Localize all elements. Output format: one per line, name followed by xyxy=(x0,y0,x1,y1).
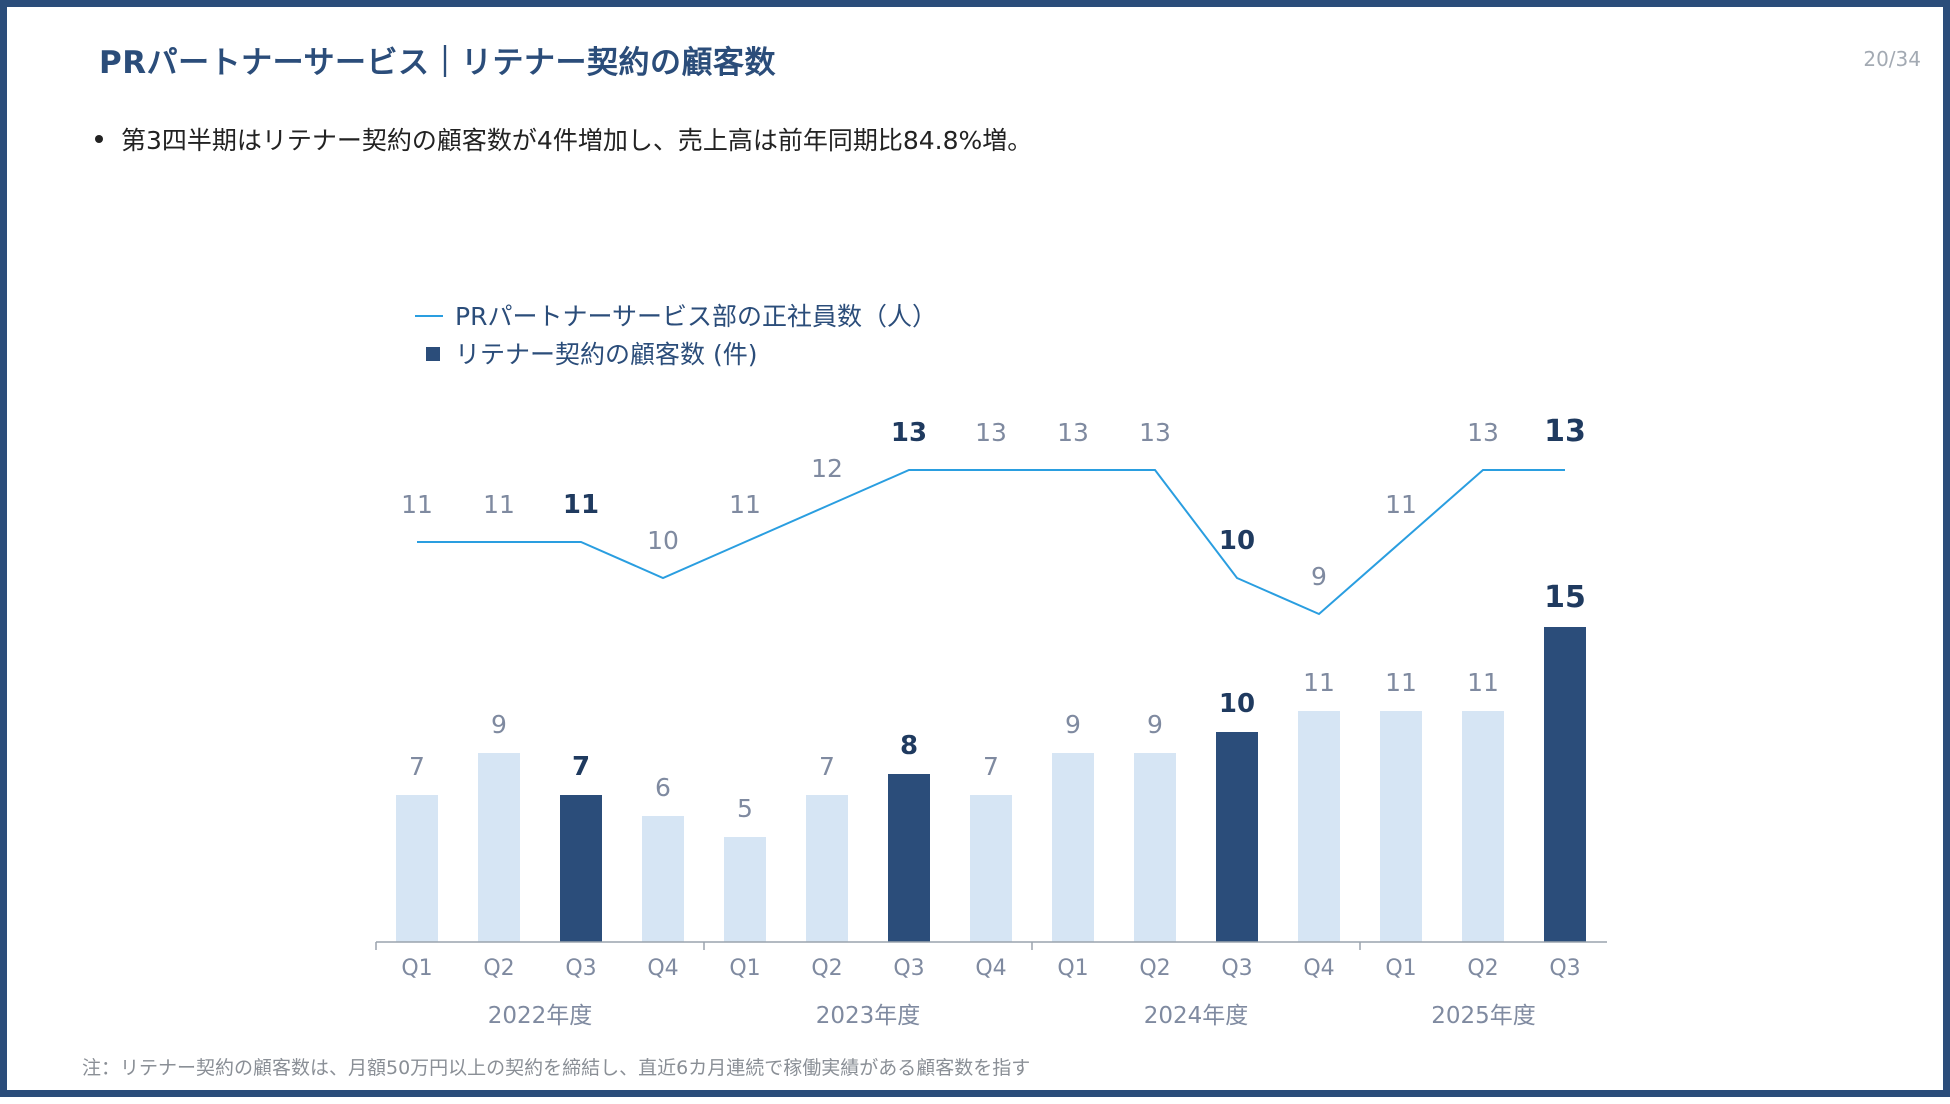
summary-bullet: 第3四半期はリテナー契約の顧客数が4件増加し、売上高は前年同期比84.8%増。 xyxy=(95,121,1032,157)
footnote: 注：リテナー契約の顧客数は、月額50万円以上の契約を締結し、直近6カ月連続で稼働… xyxy=(82,1057,1031,1079)
line-value-label: 10 xyxy=(1219,526,1255,556)
bar xyxy=(1052,753,1094,942)
fiscal-year-label: 2023年度 xyxy=(816,1003,921,1029)
bar-value-label: 9 xyxy=(491,710,507,739)
bar-value-label: 15 xyxy=(1544,580,1586,615)
bar xyxy=(1544,627,1586,942)
bar-value-label: 7 xyxy=(409,752,425,781)
x-tick-label: Q3 xyxy=(893,956,924,981)
bar-value-label: 6 xyxy=(655,773,671,802)
x-tick-label: Q4 xyxy=(975,956,1006,981)
line-value-label: 13 xyxy=(891,418,927,448)
fiscal-year-label: 2024年度 xyxy=(1144,1003,1249,1029)
bar xyxy=(1380,711,1422,942)
bar-value-label: 8 xyxy=(900,731,918,761)
slide-title: PRパートナーサービス｜リテナー契約の顧客数 xyxy=(99,45,776,81)
x-tick-label: Q3 xyxy=(1549,956,1580,981)
bar xyxy=(1462,711,1504,942)
line-value-label: 10 xyxy=(647,526,679,555)
bar xyxy=(1134,753,1176,942)
bar-value-label: 7 xyxy=(983,752,999,781)
x-tick-label: Q2 xyxy=(811,956,842,981)
combo-chart: PRパートナーサービス部の正社員数（人） リテナー契約の顧客数 (件) 7 9 7 6… xyxy=(375,302,1607,1029)
x-tick-label: Q3 xyxy=(565,956,596,981)
line-value-label: 11 xyxy=(729,490,761,519)
x-tick-label: Q3 xyxy=(1221,956,1252,981)
bar-value-label: 11 xyxy=(1467,668,1499,697)
bar-value-label: 11 xyxy=(1385,668,1417,697)
bar-value-label: 9 xyxy=(1065,710,1081,739)
line-value-label: 13 xyxy=(1544,414,1586,449)
x-tick-label: Q1 xyxy=(1057,956,1088,981)
x-tick-label: Q2 xyxy=(483,956,514,981)
x-tick-label: Q2 xyxy=(1139,956,1170,981)
x-axis: Q1 Q2 Q3 Q4 Q1 Q2 Q3 Q4 Q1 Q2 Q3 Q4 Q1 Q2 Q3 2022年度 2023… xyxy=(375,941,1607,1029)
x-tick-label: Q1 xyxy=(1385,956,1416,981)
bar-value-label: 7 xyxy=(819,752,835,781)
bar xyxy=(478,753,520,942)
bar xyxy=(724,837,766,942)
legend-line-label: PRパートナーサービス部の正社員数（人） xyxy=(455,302,937,331)
bar-value-label: 7 xyxy=(572,752,590,782)
bar-value-label: 5 xyxy=(737,794,753,823)
x-tick-label: Q4 xyxy=(647,956,678,981)
bar xyxy=(642,816,684,942)
line-value-label: 13 xyxy=(1467,418,1499,447)
fiscal-year-label: 2022年度 xyxy=(488,1003,593,1029)
bar-value-label: 9 xyxy=(1147,710,1163,739)
bar xyxy=(970,795,1012,942)
page-number: 20/34 xyxy=(1863,47,1921,71)
x-tick-label: Q1 xyxy=(401,956,432,981)
x-tick-label: Q2 xyxy=(1467,956,1498,981)
fiscal-year-label: 2025年度 xyxy=(1431,1003,1536,1029)
legend-bar-label: リテナー契約の顧客数 (件) xyxy=(455,340,757,369)
line-value-label: 13 xyxy=(1057,418,1089,447)
line-value-label: 12 xyxy=(811,454,843,483)
bar xyxy=(1298,711,1340,942)
line-value-label: 11 xyxy=(563,490,599,520)
bullet-dot-icon xyxy=(95,135,103,143)
bar xyxy=(806,795,848,942)
bar xyxy=(396,795,438,942)
line-value-label: 13 xyxy=(1139,418,1171,447)
bar xyxy=(560,795,602,942)
legend-bar-swatch xyxy=(426,347,440,361)
line-series: 11 11 11 10 11 12 13 13 13 13 10 9 11 13 13 xyxy=(401,414,1586,616)
line-value-label: 11 xyxy=(1385,490,1417,519)
line-value-label: 9 xyxy=(1311,562,1327,591)
bar-value-label: 11 xyxy=(1303,668,1335,697)
line-value-label: 11 xyxy=(401,490,433,519)
bar xyxy=(1216,732,1258,942)
line-value-label: 13 xyxy=(975,418,1007,447)
chart-legend: PRパートナーサービス部の正社員数（人） リテナー契約の顧客数 (件) xyxy=(415,302,937,369)
bar-value-label: 10 xyxy=(1219,689,1255,719)
summary-text: 第3四半期はリテナー契約の顧客数が4件増加し、売上高は前年同期比84.8%増。 xyxy=(121,126,1033,155)
x-tick-label: Q1 xyxy=(729,956,760,981)
bar xyxy=(888,774,930,942)
line-value-label: 11 xyxy=(483,490,515,519)
bar-series: 7 9 7 6 5 7 8 7 9 9 10 11 11 11 15 xyxy=(396,580,1586,942)
x-tick-label: Q4 xyxy=(1303,956,1334,981)
staff-count-line xyxy=(417,469,1565,616)
